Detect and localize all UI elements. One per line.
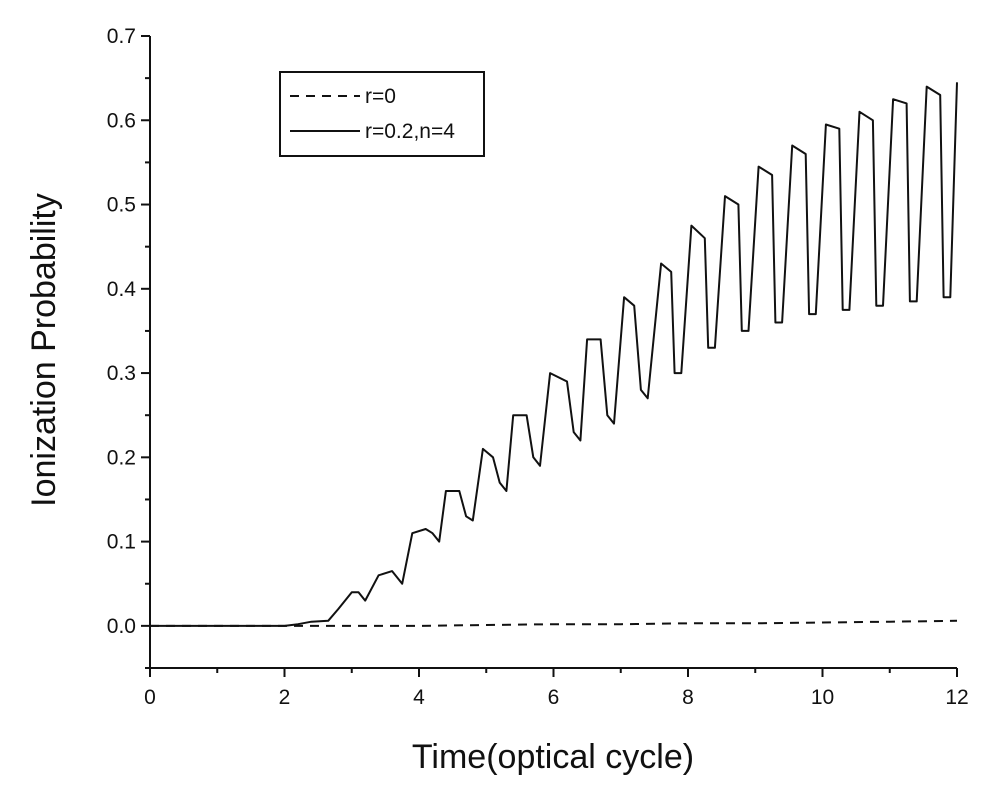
legend: r=0 r=0.2,n=4 [279,71,485,157]
y-tick-label: 0.6 [107,109,136,132]
series-layer [150,82,958,627]
y-tick-label: 0.5 [107,194,136,217]
legend-label-r0: r=0 [365,85,396,108]
x-tick-label: 2 [279,686,291,709]
y-axis-title: Ionization Probability [25,193,63,507]
x-axis-ticks: 0 2 4 6 8 10 12 [144,668,969,709]
series-line-r0 [150,619,958,627]
legend-label-r02: r=0.2,n=4 [365,120,455,143]
series-line-r02-n4 [150,82,958,627]
x-tick-label: 0 [144,686,156,709]
y-tick-label: 0.0 [107,615,136,638]
legend-box [279,71,485,157]
x-tick-label: 12 [945,686,968,709]
y-tick-label: 0.4 [107,278,137,301]
x-axis-title: Time(optical cycle) [412,738,694,776]
y-tick-label: 0.3 [107,362,136,385]
y-tick-label: 0.7 [107,25,136,48]
y-tick-label: 0.2 [107,446,136,469]
x-tick-label: 8 [682,686,694,709]
x-tick-label: 4 [413,686,425,709]
x-tick-label: 10 [811,686,834,709]
y-axis-ticks: 0.0 0.1 0.2 0.3 0.4 0.5 0.6 0.7 [107,25,150,669]
x-tick-label: 6 [548,686,560,709]
y-tick-label: 0.1 [107,531,136,554]
